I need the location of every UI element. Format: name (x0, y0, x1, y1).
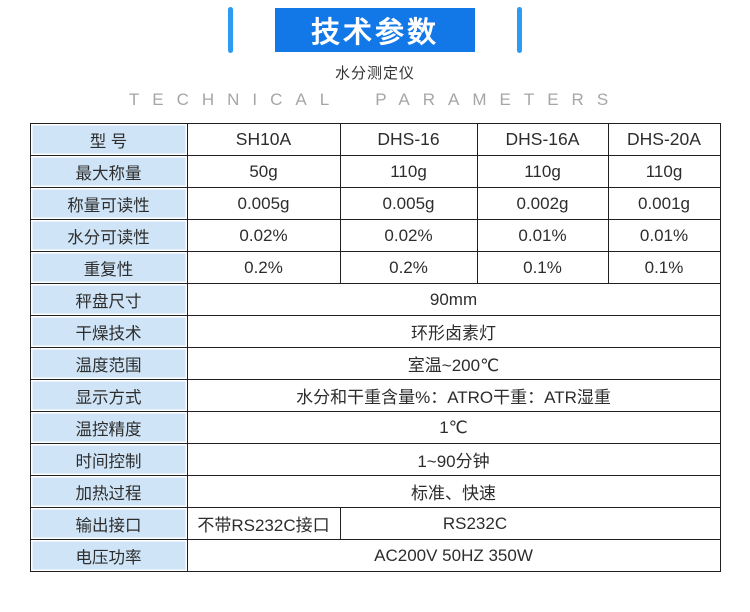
cell-value-span: RS232C (339, 507, 721, 540)
table-row-display-mode: 显示方式 水分和干重含量%：ATRO干重：ATR湿重 (29, 379, 721, 412)
cell-value: 0.2% (186, 251, 341, 284)
cell-value-span: 90mm (186, 283, 721, 316)
row-label: 最大称量 (29, 155, 188, 188)
table-row-pan-size: 秤盘尺寸 90mm (29, 283, 721, 316)
row-label: 温度范围 (29, 347, 188, 380)
table-row-heating-process: 加热过程 标准、快速 (29, 475, 721, 508)
model-name: DHS-16 (339, 123, 478, 156)
row-label: 称量可读性 (29, 187, 188, 220)
cell-value-span: 环形卤素灯 (186, 315, 721, 348)
table-row-temperature-precision: 温控精度 1℃ (29, 411, 721, 444)
cell-value: 0.1% (476, 251, 609, 284)
cell-value: 0.1% (607, 251, 721, 284)
model-name: SH10A (186, 123, 341, 156)
cell-value: 0.02% (339, 219, 478, 252)
right-accent-bar (517, 7, 522, 53)
cell-value: 110g (339, 155, 478, 188)
row-label: 重复性 (29, 251, 188, 284)
model-name: DHS-16A (476, 123, 609, 156)
row-label: 温控精度 (29, 411, 188, 444)
cell-value: 110g (476, 155, 609, 188)
row-label-model: 型 号 (29, 123, 188, 156)
left-accent-bar (228, 7, 233, 53)
table-row-moisture-readability: 水分可读性 0.02% 0.02% 0.01% 0.01% (29, 219, 721, 252)
cell-value: 0.002g (476, 187, 609, 220)
table-row-time-control: 时间控制 1~90分钟 (29, 443, 721, 476)
cell-value: 0.02% (186, 219, 341, 252)
table-row-voltage-power: 电压功率 AC200V 50HZ 350W (29, 539, 721, 572)
cell-value: 0.001g (607, 187, 721, 220)
table-row-model: 型 号 SH10A DHS-16 DHS-16A DHS-20A (29, 123, 721, 156)
subtitle-english: TECHNICAL PARAMETERS (128, 90, 622, 109)
row-label: 加热过程 (29, 475, 188, 508)
row-label: 时间控制 (29, 443, 188, 476)
spec-table: 型 号 SH10A DHS-16 DHS-16A DHS-20A 最大称量 50… (29, 123, 721, 572)
table-row-drying-technology: 干燥技术 环形卤素灯 (29, 315, 721, 348)
cell-value: 0.005g (186, 187, 341, 220)
cell-value-span: AC200V 50HZ 350W (186, 539, 721, 572)
row-label: 秤盘尺寸 (29, 283, 188, 316)
table-row-temperature-range: 温度范围 室温~200℃ (29, 347, 721, 380)
model-name: DHS-20A (607, 123, 721, 156)
row-label: 输出接口 (29, 507, 188, 540)
cell-value: 50g (186, 155, 341, 188)
cell-value-span: 标准、快速 (186, 475, 721, 508)
cell-value: 0.01% (476, 219, 609, 252)
cell-value-span: 1℃ (186, 411, 721, 444)
row-label: 水分可读性 (29, 219, 188, 252)
table-row-output-interface: 输出接口 不带RS232C接口 RS232C (29, 507, 721, 540)
cell-value: 110g (607, 155, 721, 188)
table-row-weight-readability: 称量可读性 0.005g 0.005g 0.002g 0.001g (29, 187, 721, 220)
cell-value: 0.005g (339, 187, 478, 220)
cell-value: 不带RS232C接口 (186, 507, 341, 540)
cell-value: 0.2% (339, 251, 478, 284)
header-banner-row: 技术参数 (0, 7, 750, 53)
row-label: 电压功率 (29, 539, 188, 572)
table-row-repeatability: 重复性 0.2% 0.2% 0.1% 0.1% (29, 251, 721, 284)
table-row-max-capacity: 最大称量 50g 110g 110g 110g (29, 155, 721, 188)
cell-value-span: 室温~200℃ (186, 347, 721, 380)
row-label: 干燥技术 (29, 315, 188, 348)
cell-value-span: 水分和干重含量%：ATRO干重：ATR湿重 (186, 379, 721, 412)
cell-value-span: 1~90分钟 (186, 443, 721, 476)
row-label: 显示方式 (29, 379, 188, 412)
cell-value: 0.01% (607, 219, 721, 252)
page-title: 技术参数 (275, 8, 475, 52)
product-subtitle: 水分测定仪 (334, 65, 415, 82)
